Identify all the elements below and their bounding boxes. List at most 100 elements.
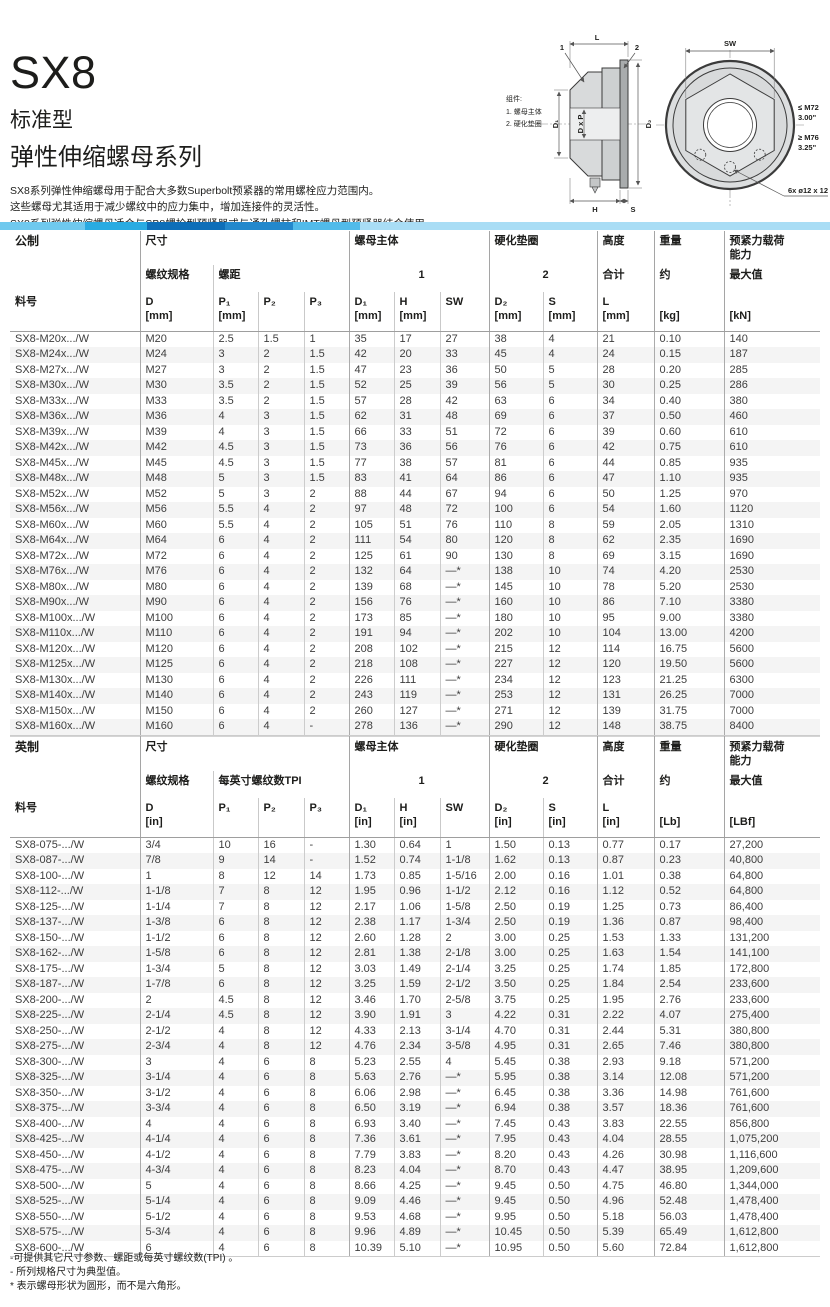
table-row: SX8-M30x.../W M30 3.5 2 1.5 52 25 39 56 5 30 0.25 28…: [10, 378, 821, 394]
table-cell: 1.91: [393, 1008, 440, 1024]
table-cell: 0.23: [653, 853, 725, 869]
table-cell: 6.94: [488, 1101, 544, 1117]
table-cell: 5.5: [212, 517, 258, 534]
table-cell: 3.90: [348, 1008, 394, 1024]
table-cell: 3.14: [596, 1070, 655, 1086]
subgroup-washer-ref: 2: [488, 264, 598, 292]
table-cell: 6: [257, 1163, 304, 1179]
col-P1: P₁: [212, 797, 258, 838]
table-cell: 36: [439, 362, 490, 379]
table-cell: 19.50: [653, 657, 725, 673]
table-cell: 6: [257, 1178, 304, 1195]
table-cell: 10: [542, 579, 598, 596]
table-cell: 1,612,800: [723, 1240, 821, 1258]
table-cell: 138: [488, 564, 544, 580]
table-cell: 5.10: [393, 1240, 440, 1258]
table-cell: SX8-100-.../W: [15, 869, 85, 882]
table-cell: 6: [212, 719, 258, 736]
table-cell: 2: [303, 657, 349, 673]
table-cell: 8: [257, 946, 304, 962]
table-cell: 1-1/2: [439, 884, 490, 900]
table-cell: 8: [303, 1240, 349, 1258]
table-cell: 8: [257, 930, 304, 947]
table-cell: SX8-M140x.../W: [15, 689, 96, 702]
table-cell: 2.65: [596, 1039, 655, 1055]
table-cell: —*: [439, 1194, 490, 1210]
table-cell: 380: [723, 393, 821, 410]
table-row: SX8-M130x.../W M130 6 4 2 226 111 —* 234 12 123 21.…: [10, 672, 821, 689]
table-cell: —*: [439, 610, 490, 627]
table-cell: 6: [212, 946, 258, 962]
table-cell: SX8-M30x.../W: [15, 379, 89, 392]
table-cell: 0.19: [542, 899, 598, 916]
table-cell: 1.49: [393, 961, 440, 978]
thread-bore: [569, 107, 621, 141]
table-cell: 12: [542, 641, 598, 658]
table-cell: 2.17: [348, 899, 394, 916]
table-cell: 2: [303, 688, 349, 704]
table-cell: 380,800: [723, 1023, 821, 1040]
table-cell: 20: [393, 347, 440, 363]
table-cell: 56: [488, 378, 544, 394]
table-row: SX8-M100x.../W M100 6 4 2 173 85 —* 180 10 95 9.00 3…: [10, 610, 821, 627]
table-row: SX8-M80x.../W M80 6 4 2 139 68 —* 145 10 78 5.20 253…: [10, 579, 821, 596]
table-cell: 57: [439, 455, 490, 472]
table-cell: 0.50: [542, 1194, 598, 1210]
table-cell: 970: [723, 486, 821, 503]
col-SW: SW: [439, 797, 490, 838]
table-cell: 46.80: [653, 1178, 725, 1195]
table-cell: 3: [257, 471, 304, 487]
table-cell: SX8-525-.../W: [15, 1195, 85, 1208]
table-cell: 22.55: [653, 1116, 725, 1133]
table-cell: 12: [303, 1023, 349, 1040]
table-cell: 4: [257, 502, 304, 518]
table-cell: 85: [393, 610, 440, 627]
table-cell: —*: [439, 1070, 490, 1086]
table-cell: 41: [393, 471, 440, 487]
table-cell: 12: [542, 672, 598, 689]
table-cell: SX8-225-.../W: [15, 1009, 85, 1022]
table-cell: 1.5: [303, 424, 349, 441]
table-cell: 3.83: [596, 1116, 655, 1133]
table-cell: 9.53: [348, 1209, 394, 1226]
table-cell: —*: [439, 1209, 490, 1226]
table-cell: 3380: [723, 610, 821, 627]
table-cell: 4: [257, 688, 304, 704]
table-cell: -: [303, 853, 349, 869]
jackbolt-hole: [753, 148, 766, 161]
table-row: SX8-300-.../W 3 4 6 8 5.23 2.55 4 5.45 0.38 2.93 9.…: [10, 1054, 821, 1071]
table-cell: 10: [542, 610, 598, 627]
table-cell: SX8-450-.../W: [15, 1148, 85, 1161]
table-cell: 0.87: [653, 915, 725, 931]
table-cell: 9.95: [488, 1209, 544, 1226]
table-row: SX8-112-.../W 1-1/8 7 8 12 1.95 0.96 1-1/2 2.12 0…: [10, 884, 821, 900]
front-view-drawing: SW ≤ M72 3.00" ≥ M76 3.25" 6x ø12 x 12: [656, 39, 828, 206]
table-row: SX8-M72x.../W M72 6 4 2 125 61 90 130 8 69 3.15 1690: [10, 548, 821, 565]
table-row: SX8-400-.../W 4 4 6 8 6.93 3.40 —* 7.45 0.43 3.83 2…: [10, 1116, 821, 1133]
table-cell: 6: [542, 393, 598, 410]
table-cell: 110: [488, 517, 544, 534]
table-cell: 42: [439, 393, 490, 410]
table-cell: SX8-325-.../W: [15, 1071, 85, 1084]
col-S: S [in]: [542, 797, 598, 838]
table-cell: 10: [542, 626, 598, 642]
metric-table-header: 公制 尺寸 螺母主体 硬化垫圈 高度 重量 预紧力载荷 能力 螺纹规格 螺距 1…: [10, 231, 821, 332]
table-cell: SX8-M80x.../W: [15, 580, 89, 593]
table-cell: 7.79: [348, 1147, 394, 1164]
table-cell: SX8-425-.../W: [15, 1133, 85, 1146]
table-row: SX8-M42x.../W M42 4.5 3 1.5 73 36 56 76 6 42 0.75 61…: [10, 440, 821, 456]
table-cell: 6: [212, 533, 258, 549]
table-cell: 5: [212, 486, 258, 503]
table-cell: 0.96: [393, 884, 440, 900]
table-cell: 1,075,200: [723, 1132, 821, 1148]
table-cell: 148: [596, 719, 655, 736]
table-cell: 74: [596, 564, 655, 580]
table-cell: 4.5: [212, 455, 258, 472]
table-cell: 48: [393, 502, 440, 518]
group-washer: 硬化垫圈: [488, 736, 598, 771]
table-cell: M100: [139, 610, 213, 627]
table-cell: 10: [542, 564, 598, 580]
table-cell: SX8-M56x.../W: [15, 503, 89, 516]
table-cell: 1.5: [257, 331, 304, 348]
table-cell: 1.84: [596, 977, 655, 993]
